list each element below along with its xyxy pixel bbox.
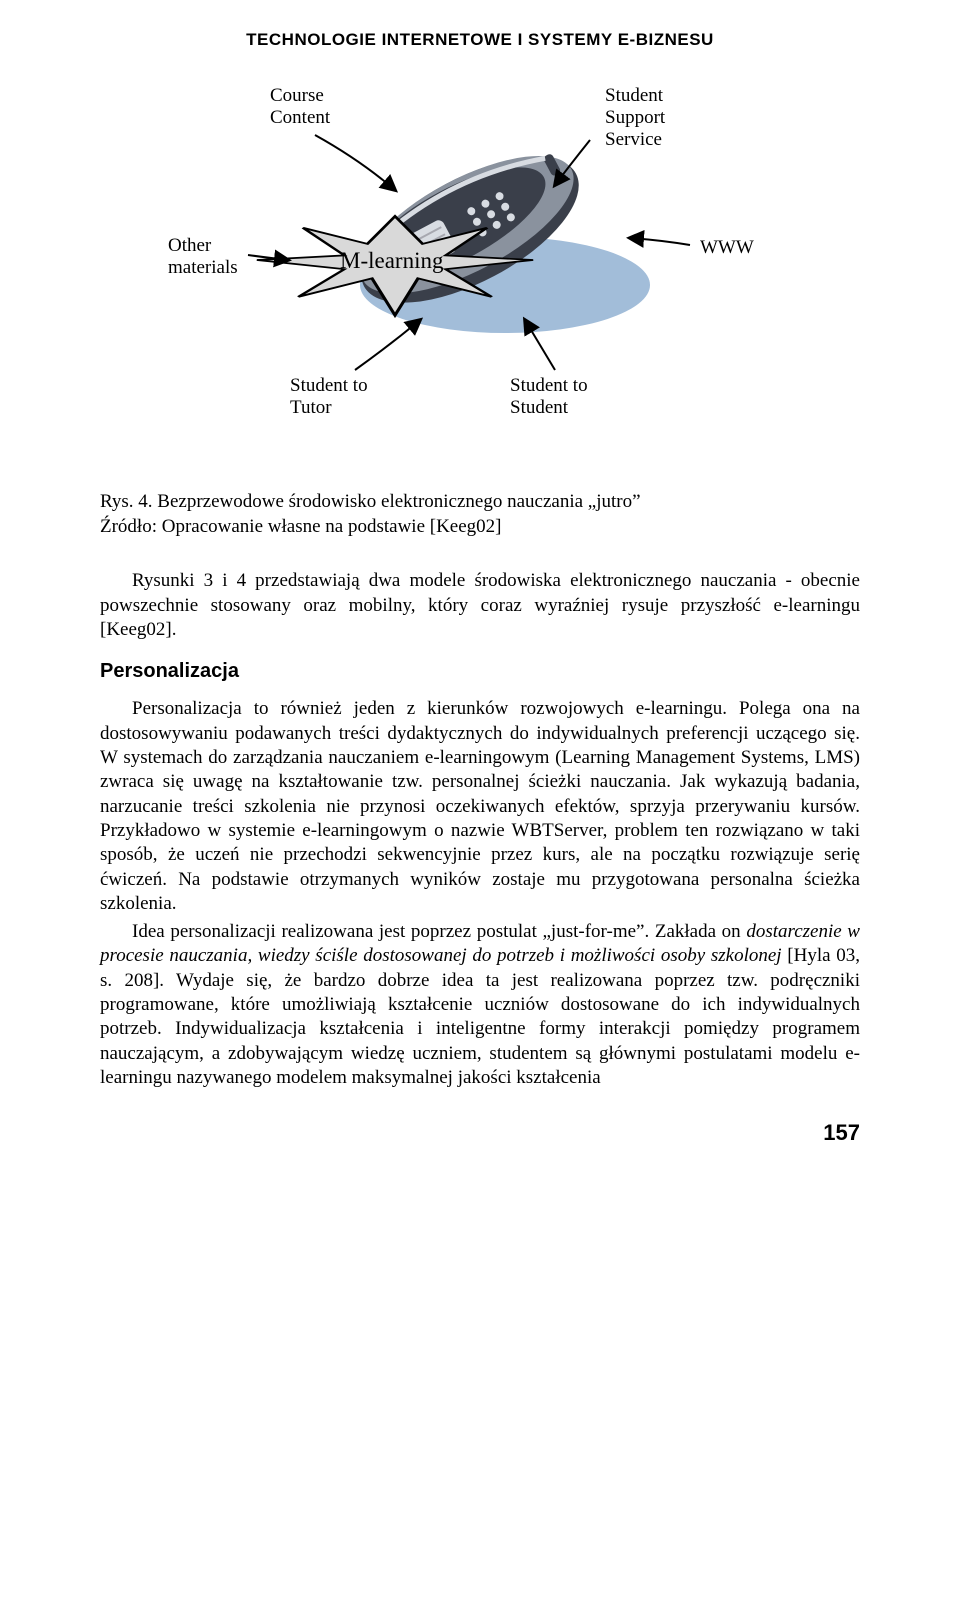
caption-line-2: Źródło: Opracowanie własne na podstawie … xyxy=(100,515,860,540)
para2-part-c: [Hyla 03, s. 208]. Wydaje się, że bardzo… xyxy=(100,945,860,1088)
page-header: TECHNOLOGIE INTERNETOWE I SYSTEMY E-BIZN… xyxy=(100,30,860,50)
caption-line-1: Rys. 4. Bezprzewodowe środowisko elektro… xyxy=(100,490,860,515)
para2-part-a: Idea personalizacji realizowana jest pop… xyxy=(132,921,746,942)
label-other-materials: Othermaterials xyxy=(168,235,238,279)
figure-caption: Rys. 4. Bezprzewodowe środowisko elektro… xyxy=(100,490,860,539)
label-student-tutor: Student toTutor xyxy=(290,375,368,419)
label-www: WWW xyxy=(700,237,754,259)
section-para-2: Idea personalizacji realizowana jest pop… xyxy=(100,920,860,1090)
label-student-student: Student toStudent xyxy=(510,375,588,419)
section-para-1: Personalizacja to również jeden z kierun… xyxy=(100,697,860,916)
label-student-support: StudentSupportService xyxy=(605,85,665,151)
label-center-mlearning: M-learning xyxy=(340,248,443,274)
diagram-svg xyxy=(160,80,800,480)
mlearning-diagram: CourseContent StudentSupportService Othe… xyxy=(160,80,800,480)
label-course-content: CourseContent xyxy=(270,85,330,129)
page-number: 157 xyxy=(100,1120,860,1146)
intro-paragraph: Rysunki 3 i 4 przedstawiają dwa modele ś… xyxy=(100,569,860,642)
section-heading-personalizacja: Personalizacja xyxy=(100,660,860,683)
